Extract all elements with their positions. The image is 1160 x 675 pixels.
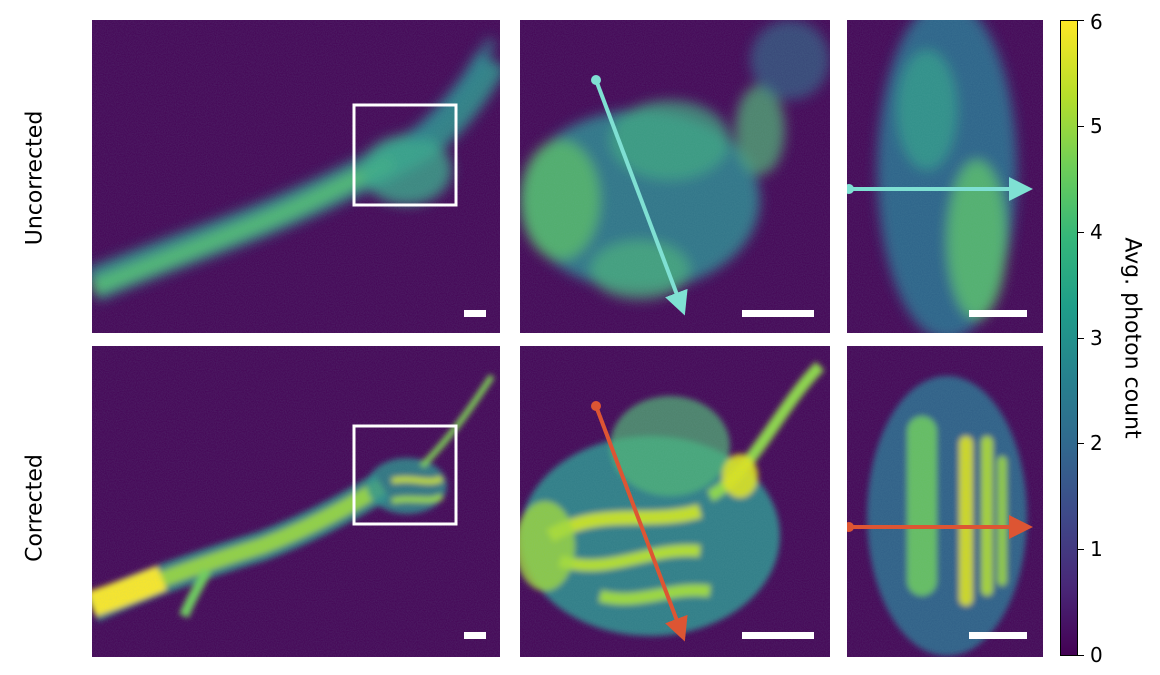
colorbar-tick: [1078, 443, 1084, 444]
inset-box: [352, 103, 458, 207]
colorbar-tick-label: 1: [1090, 537, 1103, 561]
colorbar-tick: [1078, 655, 1084, 656]
colorbar-tick: [1078, 20, 1084, 21]
colorbar-tick-label: 0: [1090, 643, 1103, 667]
corrected-axial-arrow-start-dot: [847, 522, 854, 532]
colorbar-tick-label: 2: [1090, 431, 1103, 455]
scale-bar: [464, 632, 486, 639]
colorbar: [1060, 20, 1078, 656]
uncorrected-arrow-start-dot: [591, 75, 601, 85]
uncorrected-axial-arrow-start-dot: [847, 184, 854, 194]
uncorrected-zoom-image: [520, 20, 830, 333]
inset-box: [352, 424, 458, 526]
corrected-zoom-image: [520, 346, 830, 657]
uncorrected-line-profile-arrow: [594, 79, 688, 316]
uncorrected-overview-image: [92, 20, 500, 333]
colorbar-tick: [1078, 126, 1084, 127]
colorbar-tick: [1078, 549, 1084, 550]
colorbar-tick: [1078, 232, 1084, 233]
row-label-corrected: Corrected: [22, 454, 48, 562]
scale-bar: [742, 310, 814, 317]
uncorrected-cross-section-image: [847, 20, 1043, 333]
row-label-uncorrected: Uncorrected: [22, 110, 48, 246]
corrected-arrow-start-dot: [591, 401, 601, 411]
corrected-line-profile-arrow: [594, 405, 688, 642]
scale-bar: [742, 632, 814, 639]
colorbar-tick-label: 6: [1090, 10, 1103, 34]
scale-bar: [969, 632, 1027, 639]
colorbar-tick: [1078, 338, 1084, 339]
corrected-cross-section-image: [847, 346, 1043, 657]
colorbar-tick-label: 5: [1090, 114, 1103, 138]
colorbar-tick-label: 3: [1090, 326, 1103, 350]
colorbar-label: Avg. photon count: [1119, 237, 1145, 439]
scale-bar: [969, 310, 1027, 317]
corrected-overview-image: [92, 346, 500, 657]
scale-bar: [464, 310, 486, 317]
colorbar-tick-label: 4: [1090, 220, 1103, 244]
